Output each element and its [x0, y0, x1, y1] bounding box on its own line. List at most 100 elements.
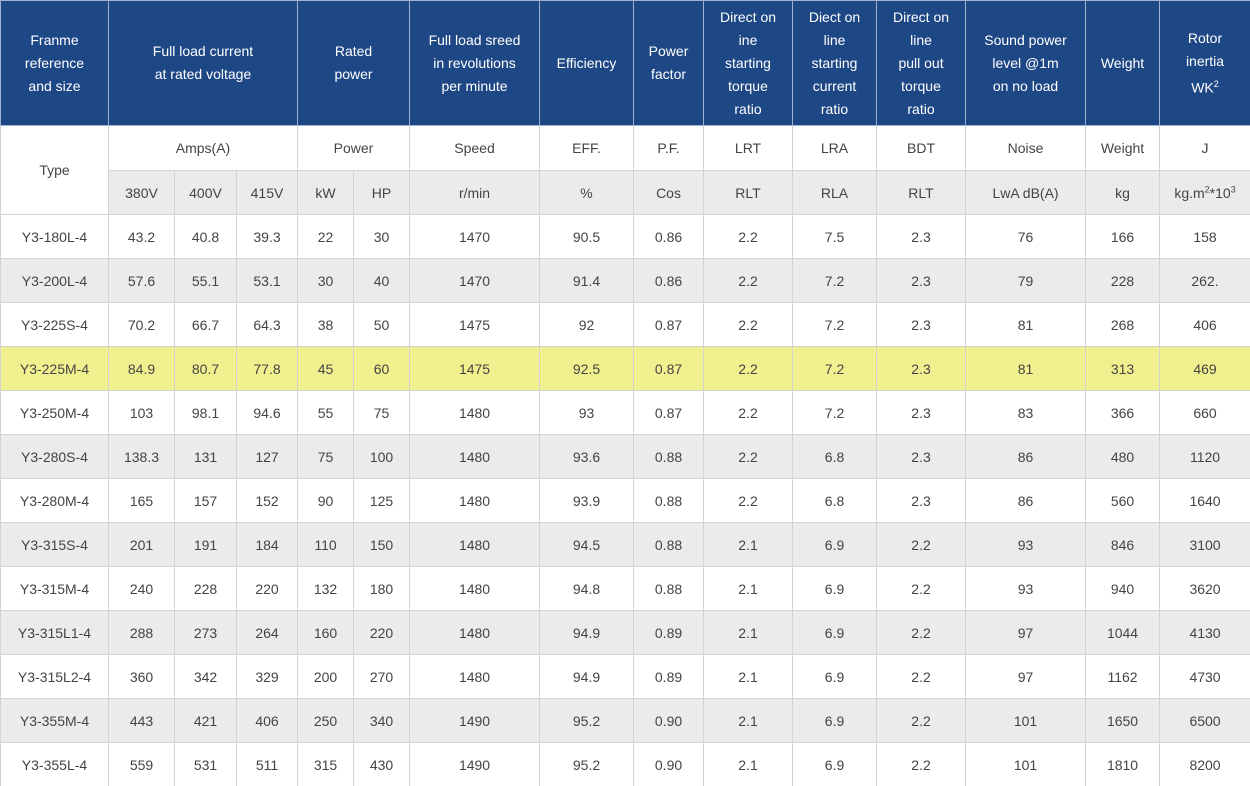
data-cell: 2.3	[876, 302, 967, 347]
data-cell: 7.2	[792, 390, 878, 435]
data-cell: 103	[108, 390, 175, 435]
cell-text: 846	[1110, 536, 1135, 553]
data-cell: 80.7	[174, 346, 237, 391]
data-cell: 0.87	[633, 390, 705, 435]
data-cell: 360	[108, 654, 175, 699]
cell-text: 79	[1017, 272, 1034, 289]
cell-text: 7.2	[824, 272, 845, 289]
cell-text: 7.2	[824, 360, 845, 377]
cell-text: 30	[373, 228, 390, 245]
cell-text: 6.9	[824, 668, 845, 685]
cell-text: 1810	[1106, 756, 1139, 773]
cell-text: 240	[129, 580, 154, 597]
subunit-cell: HP	[352, 170, 411, 215]
cell-text: ine	[738, 31, 758, 48]
subunit-cell: RLA	[792, 170, 878, 215]
cell-text: Rotor	[1187, 29, 1223, 46]
cell-text: 443	[129, 712, 154, 729]
data-cell: 94.6	[236, 390, 298, 435]
unit-cell: J	[1159, 125, 1250, 171]
cell-text: 97	[1017, 624, 1034, 641]
data-cell: 92	[539, 302, 635, 347]
data-cell: 2.1	[703, 610, 794, 655]
data-cell: 0.89	[633, 654, 705, 699]
cell-text: 53.1	[253, 272, 281, 289]
cell-text: EFF.	[572, 140, 601, 156]
data-cell: 55	[297, 390, 354, 435]
cell-text: 160	[313, 624, 338, 641]
data-cell: 100	[352, 434, 411, 479]
data-cell: 81	[965, 302, 1087, 347]
cell-text: 1480	[458, 492, 491, 509]
data-cell: 101	[965, 698, 1087, 743]
data-cell: Y3-180L-4	[0, 214, 109, 259]
data-row: Y3-355L-4 559 531 511 315 430 1490 95.2 0.90 2.1 6…	[0, 742, 1250, 786]
cell-text: 2.3	[911, 404, 931, 421]
data-cell: 2.1	[703, 654, 794, 699]
data-cell: 94.9	[539, 654, 635, 699]
cell-text: 228	[1110, 272, 1135, 289]
data-cell: 0.88	[633, 522, 705, 567]
cell-text: 2.2	[738, 228, 758, 245]
cell-text: 94.9	[572, 624, 601, 641]
data-cell: 228	[174, 566, 237, 611]
cell-text: reference	[24, 54, 85, 71]
cell-text: Power	[333, 140, 374, 156]
cell-text: 264	[255, 624, 279, 641]
cell-text: 560	[1110, 492, 1135, 509]
cell-text: 2.1	[738, 580, 758, 597]
data-cell: 7.2	[792, 258, 878, 303]
data-cell: 531	[174, 742, 237, 786]
data-row: Y3-250M-4 103 98.1 94.6 55 75 1480 93 0.87 2.2 7.2…	[0, 390, 1250, 435]
cell-text: 7.2	[824, 316, 845, 333]
data-cell: 3100	[1159, 522, 1250, 567]
cell-text: ratio	[820, 100, 849, 117]
data-cell: 366	[1085, 390, 1161, 435]
cell-text: RLT	[908, 184, 934, 201]
data-cell: 157	[174, 478, 237, 523]
data-cell: 1162	[1085, 654, 1161, 699]
header-cell: Sound power level @1m on no load	[965, 0, 1087, 126]
cell-text: 0.90	[654, 712, 683, 729]
cell-text: 421	[193, 712, 218, 729]
cell-text: 342	[193, 668, 218, 685]
data-cell: 2.3	[876, 478, 967, 523]
data-cell: 45	[297, 346, 354, 391]
cell-text: torque	[728, 77, 768, 94]
cell-text: LRT	[734, 140, 762, 156]
cell-text: 2.2	[911, 624, 931, 641]
subunit-cell: 380V	[108, 170, 175, 215]
cell-text: Full load sreed	[428, 31, 521, 48]
cell-text: 158	[1193, 228, 1217, 245]
cell-text: 2.3	[911, 272, 931, 289]
cell-text: RLT	[735, 184, 761, 201]
cell-text: 1490	[458, 756, 491, 773]
data-cell: 480	[1085, 434, 1161, 479]
cell-text: 360	[129, 668, 154, 685]
cell-text: 132	[313, 580, 338, 597]
cell-text: 3620	[1189, 580, 1221, 597]
cell-text: 1120	[1189, 448, 1221, 465]
cell-text: 2.1	[738, 536, 758, 553]
data-cell: 228	[1085, 258, 1161, 303]
cell-text: 2.2	[911, 756, 931, 773]
cell-text: at rated voltage	[154, 66, 252, 82]
data-cell: 97	[965, 610, 1087, 655]
cell-text: 39.3	[253, 228, 281, 245]
data-row: Y3-225M-4 84.9 80.7 77.8 45 60 1475 92.5 0.87 2.2…	[0, 346, 1250, 391]
cell-text: torque	[901, 77, 941, 94]
cell-text: 2.1	[738, 712, 758, 729]
cell-text: 273	[193, 624, 218, 641]
data-cell: 75	[297, 434, 354, 479]
cell-text: 6.9	[824, 756, 845, 773]
data-cell: 152	[236, 478, 298, 523]
cell-text: 7.2	[824, 404, 845, 421]
data-cell: 70.2	[108, 302, 175, 347]
subunit-cell: kW	[297, 170, 354, 215]
cell-text: Y3-180L-4	[21, 228, 88, 245]
data-cell: 165	[108, 478, 175, 523]
data-cell: 342	[174, 654, 237, 699]
data-cell: 268	[1085, 302, 1161, 347]
data-cell: 1470	[409, 214, 541, 259]
cell-text: 6.9	[824, 580, 845, 597]
